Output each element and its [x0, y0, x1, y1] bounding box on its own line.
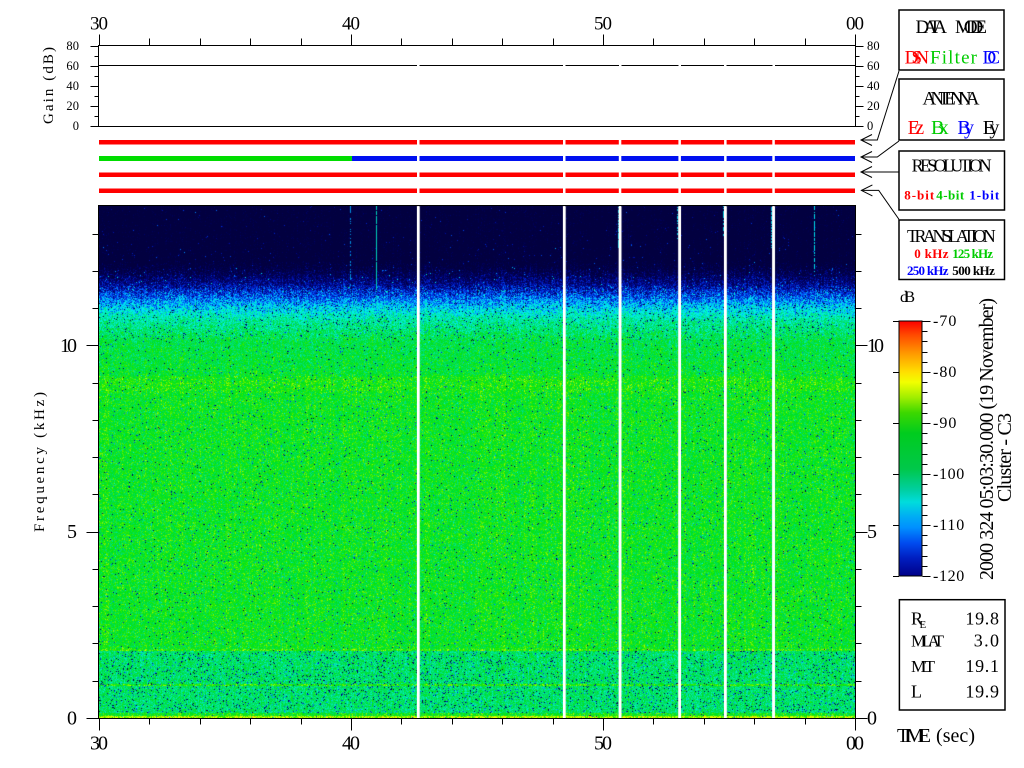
svg-text:3.0: 3.0 — [974, 631, 999, 651]
svg-text:0 kHz: 0 kHz — [914, 246, 949, 261]
svg-text:(sec): (sec) — [936, 725, 975, 747]
svg-text:2000 324 05:03:30.000 (19 Nove: 2000 324 05:03:30.000 (19 November) — [976, 298, 998, 580]
svg-text:30: 30 — [90, 733, 108, 755]
svg-text:0: 0 — [867, 708, 877, 730]
svg-text:DATA: DATA — [916, 17, 948, 38]
svg-text:Gain (dB): Gain (dB) — [41, 47, 57, 124]
svg-text:TRANSLATION: TRANSLATION — [907, 226, 996, 246]
svg-text:80: 80 — [66, 39, 79, 53]
svg-text:10: 10 — [867, 335, 884, 357]
svg-text:0: 0 — [67, 708, 77, 730]
svg-text:125 kHz: 125 kHz — [952, 246, 993, 261]
svg-text:40: 40 — [867, 79, 880, 93]
svg-text:MODE: MODE — [955, 17, 987, 38]
svg-text:L: L — [911, 682, 922, 702]
svg-text:19.1: 19.1 — [965, 656, 999, 676]
svg-text:MLAT: MLAT — [911, 632, 945, 651]
svg-text:MLT: MLT — [911, 657, 936, 676]
svg-text:40: 40 — [66, 79, 79, 93]
svg-text:Ez: Ez — [908, 117, 925, 139]
svg-text:ANTENNA: ANTENNA — [923, 89, 980, 110]
svg-text:Ey: Ey — [983, 117, 1000, 139]
svg-text:dB: dB — [900, 289, 915, 306]
svg-text:-120: -120 — [933, 568, 964, 585]
svg-text:Bx: Bx — [931, 117, 949, 139]
svg-text:20: 20 — [867, 99, 880, 113]
svg-text:0: 0 — [867, 119, 873, 133]
svg-text:TIME: TIME — [897, 725, 931, 747]
svg-text:RESOLUTION: RESOLUTION — [912, 155, 992, 175]
svg-text:DSN: DSN — [905, 48, 930, 69]
svg-text:-110: -110 — [933, 517, 964, 534]
svg-text:60: 60 — [66, 59, 79, 73]
svg-text:R: R — [911, 609, 923, 629]
svg-text:00: 00 — [846, 733, 864, 755]
svg-text:1-bit: 1-bit — [969, 188, 1000, 203]
svg-text:4-bit: 4-bit — [936, 188, 965, 203]
svg-text:5: 5 — [867, 521, 877, 543]
svg-text:8-bit: 8-bit — [904, 188, 935, 203]
svg-text:0: 0 — [73, 119, 79, 133]
svg-text:By: By — [957, 117, 974, 139]
svg-text:-70: -70 — [933, 313, 956, 330]
svg-text:Filter: Filter — [930, 48, 978, 69]
svg-text:250 kHz: 250 kHz — [907, 263, 949, 278]
svg-text:40: 40 — [342, 733, 360, 755]
svg-text:40: 40 — [342, 14, 360, 35]
svg-text:00: 00 — [846, 14, 864, 35]
svg-text:50: 50 — [594, 733, 612, 755]
svg-text:20: 20 — [66, 99, 79, 113]
svg-text:500 kHz: 500 kHz — [952, 263, 995, 278]
svg-text:DC: DC — [983, 48, 1001, 69]
svg-text:-100: -100 — [933, 466, 964, 483]
svg-text:60: 60 — [867, 59, 880, 73]
svg-text:30: 30 — [90, 14, 108, 35]
svg-text:Cluster - C3: Cluster - C3 — [994, 413, 1016, 502]
svg-text:19.8: 19.8 — [965, 609, 999, 629]
svg-text:-90: -90 — [933, 415, 956, 432]
svg-text:80: 80 — [867, 39, 880, 53]
svg-text:10: 10 — [60, 335, 77, 357]
svg-text:19.9: 19.9 — [965, 682, 999, 702]
svg-text:5: 5 — [67, 521, 77, 543]
svg-text:50: 50 — [594, 14, 612, 35]
svg-text:E: E — [920, 619, 927, 631]
svg-text:-80: -80 — [933, 364, 956, 381]
svg-text:Frequency (kHz): Frequency (kHz) — [32, 392, 48, 532]
